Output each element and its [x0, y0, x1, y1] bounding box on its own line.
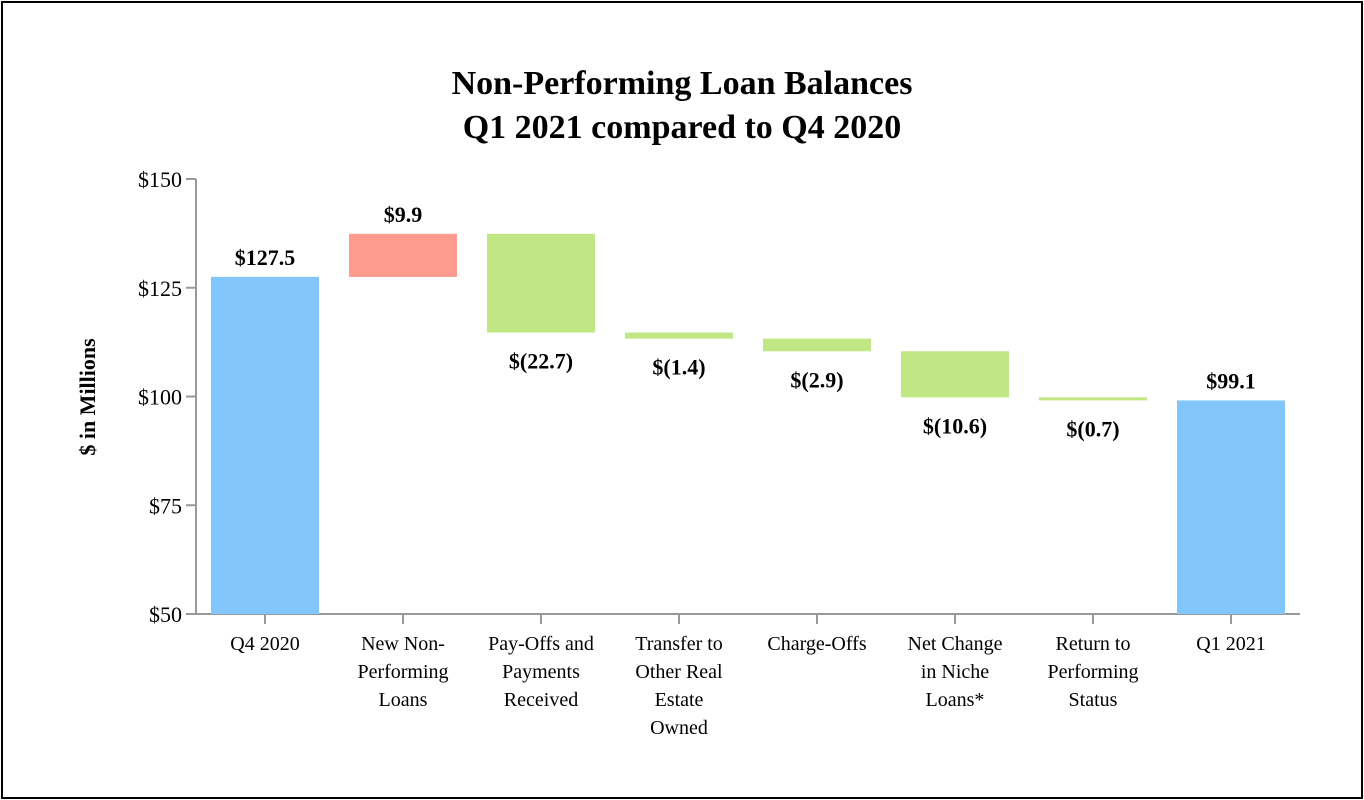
data-label: $(10.6): [923, 413, 987, 438]
bar-decrease: [901, 351, 1009, 398]
y-tick-label: $100: [138, 385, 182, 410]
category-label: Q1 2021: [1196, 633, 1265, 655]
axes: $50 $75 $100 $125 $150: [138, 167, 1300, 627]
data-labels: $127.5 $9.9 $(22.7) $(1.4) $(2.9) $(10.6) $(0.…: [235, 202, 1256, 442]
bar-decrease: [625, 332, 733, 339]
chart-title-line-2: Q1 2021 compared to Q4 2020: [463, 109, 902, 146]
bar-total: [1177, 400, 1285, 614]
y-tick-label: $125: [138, 276, 182, 301]
y-tick-label: $50: [149, 602, 182, 627]
bar-decrease: [487, 233, 595, 333]
y-tick-label: $150: [138, 167, 182, 192]
data-label: $(0.7): [1066, 416, 1119, 441]
data-label: $9.9: [384, 202, 423, 227]
data-label: $127.5: [235, 245, 296, 270]
category-label: Q4 2020: [230, 633, 299, 655]
category-label: Return to Performing Status: [1047, 633, 1138, 711]
category-label: New Non-Performing Loans: [357, 633, 448, 711]
chart-title-line-1: Non-Performing Loan Balances: [452, 65, 913, 102]
data-label: $(22.7): [509, 349, 573, 374]
bar-decrease: [1039, 397, 1147, 401]
y-tick-label: $75: [149, 493, 182, 518]
category-labels: Q4 2020 New Non-Performing Loans Pay-Offs a…: [230, 633, 1265, 739]
category-label: Charge-Offs: [767, 633, 866, 655]
data-label: $(2.9): [790, 367, 843, 392]
category-label: Transfer to Other Real Estate Owned: [635, 633, 723, 739]
y-axis-label: $ in Millions: [75, 338, 100, 456]
bar-decrease: [763, 338, 871, 352]
bar-increase: [349, 233, 457, 277]
data-label: $99.1: [1206, 368, 1256, 393]
data-label: $(1.4): [652, 355, 705, 380]
bars: [211, 233, 1285, 614]
category-label: Pay-Offs and Payments Received: [488, 633, 594, 711]
bar-total: [211, 276, 319, 614]
category-label: Net Change in Niche Loans*: [908, 633, 1003, 711]
